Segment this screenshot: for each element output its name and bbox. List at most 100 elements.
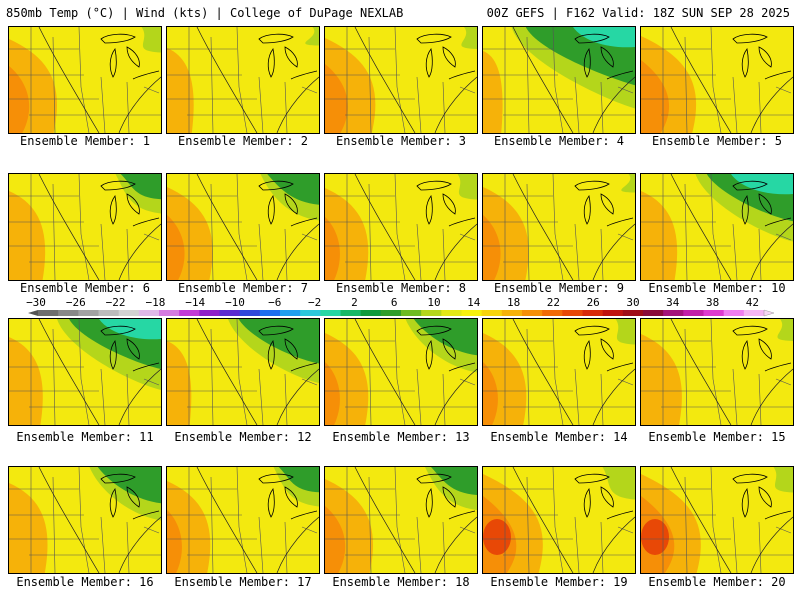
ensemble-member-label: Ensemble Member: 1 [19,134,151,148]
colorbar-swatch [340,310,362,316]
colorbar-tick-label: −2 [308,296,321,309]
colorbar-swatch [441,310,462,316]
ensemble-map-panel [166,466,320,574]
ensemble-member-label: Ensemble Member: 7 [177,281,309,295]
colorbar-tick-label: −18 [145,296,165,309]
ensemble-member-label: Ensemble Member: 9 [493,281,625,295]
colorbar-swatch [723,310,745,316]
ensemble-member-label: Ensemble Member: 12 [174,430,312,444]
ensemble-member-label: Ensemble Member: 8 [335,281,467,295]
ensemble-map-panel [324,318,478,426]
colorbar-swatch [38,310,59,316]
ensemble-map-panel [8,466,162,574]
colorbar-swatch [602,310,624,316]
colorbar-swatch [360,310,382,316]
colorbar-swatch [280,310,301,316]
ensemble-map-panel [166,173,320,281]
valid-time-title: 00Z GEFS | F162 Valid: 18Z SUN SEP 28 20… [486,6,790,20]
ensemble-member-label: Ensemble Member: 2 [177,134,309,148]
colorbar-swatch [98,310,120,316]
colorbar-swatch [320,310,341,316]
ensemble-map-panel [640,26,794,134]
colorbar-tick-label: 30 [626,296,639,309]
colorbar-max-arrow [763,309,775,317]
ensemble-map-panel [482,26,636,134]
colorbar-swatch [300,310,321,316]
ensemble-map-panel [324,26,478,134]
colorbar-swatch [199,310,220,316]
colorbar-tick-label: 10 [427,296,440,309]
ensemble-map-panel [166,318,320,426]
colorbar-swatch [542,310,563,316]
ensemble-map-panel [482,318,636,426]
colorbar-swatch [179,310,200,316]
ensemble-member-label: Ensemble Member: 4 [493,134,625,148]
colorbar-swatch [118,310,140,316]
ensemble-map-panel [8,26,162,134]
colorbar-tick-label: 34 [666,296,680,309]
colorbar-swatch [683,310,704,316]
colorbar-tick-label: 14 [467,296,481,309]
colorbar-tick-label: −6 [268,296,281,309]
ensemble-member-label: Ensemble Member: 19 [490,575,628,589]
colorbar-tick-label: 42 [746,296,759,309]
colorbar-swatch [522,310,543,316]
ensemble-map-panel [640,466,794,574]
colorbar-swatch [401,310,422,316]
colorbar-swatch [159,310,180,316]
colorbar-swatch [138,310,160,316]
colorbar-tick-label: −10 [225,296,245,309]
ensemble-member-label: Ensemble Member: 14 [490,430,628,444]
ensemble-member-label: Ensemble Member: 18 [332,575,470,589]
ensemble-member-label: Ensemble Member: 15 [648,430,786,444]
colorbar-tick-label: 26 [587,296,600,309]
ensemble-member-label: Ensemble Member: 5 [651,134,783,148]
colorbar-tick-label: 2 [351,296,358,309]
colorbar-swatch [239,310,261,316]
colorbar-tick-label: 22 [547,296,560,309]
colorbar-tick-label: −30 [26,296,46,309]
colorbar-swatch [58,310,79,316]
ensemble-map-panel [482,173,636,281]
colorbar-tick-label: 6 [391,296,398,309]
ensemble-map-panel [324,466,478,574]
colorbar-min-arrow [28,310,38,316]
colorbar-swatch [380,310,402,316]
colorbar-swatch [703,310,725,316]
colorbar-swatch [743,310,765,316]
ensemble-member-label: Ensemble Member: 17 [174,575,312,589]
ensemble-map-panel [640,318,794,426]
ensemble-map-panel [324,173,478,281]
ensemble-map-panel [166,26,320,134]
colorbar-tick-label: −26 [66,296,86,309]
colorbar-swatch [643,310,664,316]
colorbar-tick-label: 38 [706,296,719,309]
colorbar-tick-label: −14 [185,296,205,309]
colorbar-swatch [259,310,281,316]
colorbar-swatch [582,310,604,316]
ensemble-member-label: Ensemble Member: 11 [16,430,154,444]
colorbar-tick-label: 18 [507,296,520,309]
ensemble-map-panel [8,318,162,426]
colorbar-swatch [663,310,684,316]
ensemble-member-label: Ensemble Member: 3 [335,134,467,148]
ensemble-member-label: Ensemble Member: 20 [648,575,786,589]
ensemble-map-panel [8,173,162,281]
ensemble-map-panel [640,173,794,281]
ensemble-member-label: Ensemble Member: 10 [648,281,786,295]
colorbar-swatch [562,310,583,316]
colorbar-tick-label: −22 [106,296,126,309]
ensemble-member-label: Ensemble Member: 6 [19,281,151,295]
colorbar-swatch [481,310,503,316]
ensemble-member-label: Ensemble Member: 13 [332,430,470,444]
ensemble-member-label: Ensemble Member: 16 [16,575,154,589]
colorbar-swatch [501,310,523,316]
chart-title: 850mb Temp (°C) | Wind (kts) | College o… [6,6,404,20]
temperature-colorbar: −30 −26 −22 −18 −14 −10 −6 −2 2 6 10 14 18 22 26 30 34 38… [26,296,775,317]
colorbar-swatch [622,310,644,316]
ensemble-map-panel [482,466,636,574]
colorbar-swatch [219,310,241,316]
colorbar-swatch [461,310,483,316]
colorbar-swatch [421,310,442,316]
colorbar-swatch [78,310,99,316]
